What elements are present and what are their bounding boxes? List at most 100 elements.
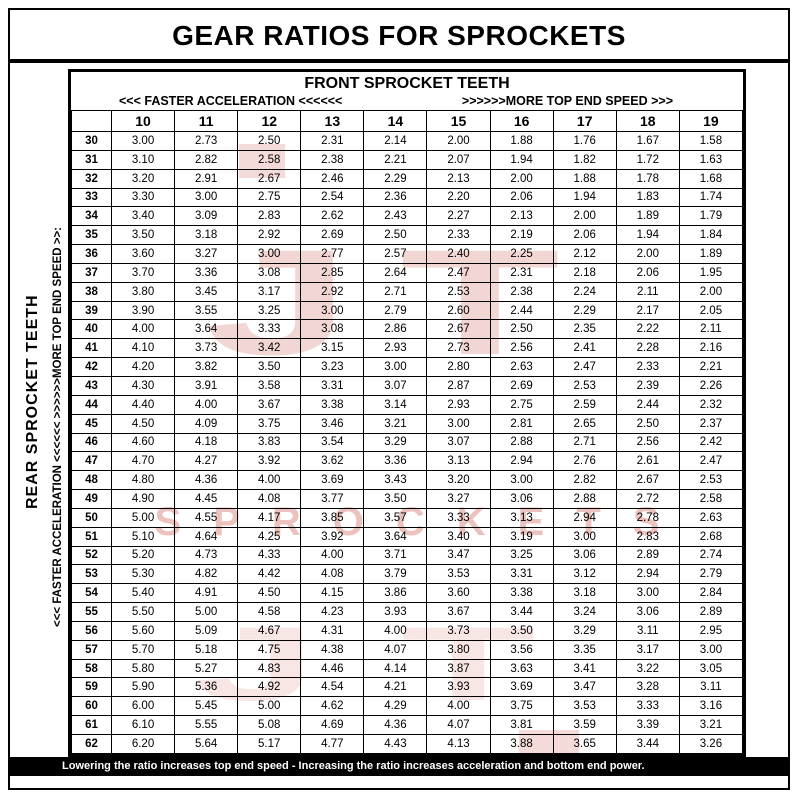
ratio-cell: 4.80 — [110, 470, 176, 491]
ratio-cell: 2.94 — [552, 507, 617, 528]
rear-teeth-cell: 53 — [71, 564, 112, 585]
table-row: 48 4.80 4.36 4.00 3.69 3.43 3.20 3.00 2.82 2.67 2.… — [71, 470, 744, 491]
table-row: 51 5.10 4.64 4.25 3.92 3.64 3.40 3.19 3.00 2.83 2.… — [71, 526, 744, 547]
ratio-cell: 3.28 — [615, 677, 680, 698]
ratio-cell: 3.87 — [426, 658, 491, 679]
rear-teeth-cell: 30 — [71, 131, 112, 151]
ratio-cell: 2.84 — [678, 583, 744, 604]
ratio-cell: 3.73 — [426, 620, 491, 641]
ratio-cell: 2.20 — [426, 187, 491, 208]
ratio-cell: 3.50 — [237, 357, 302, 377]
ratio-cell: 3.64 — [363, 526, 428, 547]
rear-teeth-cell: 47 — [71, 451, 112, 472]
ratio-cell: 2.31 — [300, 131, 365, 151]
ratio-cell: 2.00 — [678, 281, 744, 302]
table-row: 55 5.50 5.00 4.58 4.23 3.93 3.67 3.44 3.24 3.06 2.… — [71, 602, 744, 622]
ratio-cell: 2.50 — [237, 131, 302, 151]
ratio-cell: 3.91 — [174, 375, 239, 396]
ratio-cell: 2.94 — [615, 564, 680, 585]
ratio-cell: 3.47 — [426, 545, 491, 566]
rear-teeth-cell: 35 — [71, 225, 112, 246]
ratio-cell: 3.56 — [489, 639, 554, 660]
table-row: 30 3.00 2.73 2.50 2.31 2.14 2.00 1.88 1.76 1.67 1.… — [71, 131, 744, 151]
ratio-cell: 3.88 — [489, 734, 554, 754]
front-teeth-header: 15 — [426, 110, 491, 132]
rear-teeth-cell: 52 — [71, 545, 112, 566]
ratio-cell: 3.00 — [237, 244, 302, 264]
ratio-cell: 3.22 — [615, 658, 680, 679]
ratio-cell: 1.79 — [678, 206, 744, 227]
ratio-cell: 4.62 — [300, 696, 365, 717]
ratio-cell: 2.53 — [426, 281, 491, 302]
rear-teeth-cell: 38 — [71, 281, 112, 302]
ratio-cell: 3.83 — [237, 432, 302, 453]
ratio-cell: 3.10 — [110, 149, 176, 170]
ratio-cell: 5.00 — [174, 602, 239, 622]
ratio-cell: 3.20 — [426, 470, 491, 491]
ratio-cell: 2.00 — [489, 168, 554, 189]
ratio-cell: 2.38 — [489, 281, 554, 302]
ratio-cell: 2.54 — [300, 187, 365, 208]
ratio-cell: 2.74 — [678, 545, 744, 566]
ratio-cell: 2.29 — [552, 300, 617, 321]
front-teeth-header: 19 — [678, 110, 744, 132]
table-row: 58 5.80 5.27 4.83 4.46 4.14 3.87 3.63 3.41 3.22 3.… — [71, 658, 744, 679]
ratio-cell: 3.33 — [615, 696, 680, 717]
ratio-cell: 3.11 — [615, 620, 680, 641]
ratio-cell: 4.77 — [300, 734, 365, 754]
ratio-cell: 3.69 — [300, 470, 365, 491]
ratio-cell: 5.36 — [174, 677, 239, 698]
ratio-cell: 3.59 — [552, 715, 617, 735]
ratio-cell: 2.50 — [489, 319, 554, 340]
ratio-cell: 2.60 — [426, 300, 491, 321]
ratio-cell: 2.69 — [489, 375, 554, 396]
rear-teeth-cell: 60 — [71, 696, 112, 717]
rear-teeth-cell: 40 — [71, 319, 112, 340]
ratio-cell: 2.75 — [489, 394, 554, 415]
ratio-cell: 2.00 — [552, 206, 617, 227]
ratio-cell: 3.79 — [363, 564, 428, 585]
ratio-cell: 3.54 — [300, 432, 365, 453]
ratio-cell: 3.25 — [237, 300, 302, 321]
ratio-cell: 3.64 — [174, 319, 239, 340]
ratio-cell: 2.63 — [678, 507, 744, 528]
ratio-cell: 2.69 — [300, 225, 365, 246]
ratio-cell: 5.08 — [237, 715, 302, 735]
front-teeth-header: 13 — [300, 110, 365, 132]
footer-note: Lowering the ratio increases top end spe… — [10, 757, 788, 776]
ratio-cell: 5.30 — [110, 564, 176, 585]
ratio-cell: 1.94 — [615, 225, 680, 246]
ratio-cell: 2.05 — [678, 300, 744, 321]
ratio-cell: 2.77 — [300, 244, 365, 264]
ratio-table-container: JT SPROCKETS JT FRONT SPROCKET TEETH <<<… — [68, 69, 746, 757]
ratio-cell: 3.80 — [426, 639, 491, 660]
table-row: 57 5.70 5.18 4.75 4.38 4.07 3.80 3.56 3.35 3.17 3.… — [71, 639, 744, 660]
ratio-cell: 4.64 — [174, 526, 239, 547]
ratio-cell: 3.07 — [363, 375, 428, 396]
ratio-cell: 1.63 — [678, 149, 744, 170]
ratio-cell: 3.12 — [552, 564, 617, 585]
table-row: 59 5.90 5.36 4.92 4.54 4.21 3.93 3.69 3.47 3.28 3.… — [71, 677, 744, 698]
ratio-cell: 2.47 — [678, 451, 744, 472]
ratio-cell: 3.82 — [174, 357, 239, 377]
ratio-cell: 1.58 — [678, 131, 744, 151]
ratio-cell: 4.21 — [363, 677, 428, 698]
front-teeth-header: 18 — [615, 110, 680, 132]
ratio-cell: 1.95 — [678, 262, 744, 283]
rear-teeth-cell: 32 — [71, 168, 112, 189]
ratio-cell: 2.58 — [237, 149, 302, 170]
table-row: 56 5.60 5.09 4.67 4.31 4.00 3.73 3.50 3.29 3.11 2.… — [71, 620, 744, 641]
ratio-cell: 3.60 — [426, 583, 491, 604]
ratio-cell: 2.67 — [426, 319, 491, 340]
ratio-cell: 5.18 — [174, 639, 239, 660]
table-row: 38 3.80 3.45 3.17 2.92 2.71 2.53 2.38 2.24 2.11 2.… — [71, 281, 744, 302]
ratio-cell: 2.38 — [300, 149, 365, 170]
rear-teeth-cell: 41 — [71, 338, 112, 359]
ratio-cell: 3.42 — [237, 338, 302, 359]
ratio-cell: 3.30 — [110, 187, 176, 208]
ratio-cell: 2.92 — [300, 281, 365, 302]
rear-teeth-cell: 56 — [71, 620, 112, 641]
ratio-cell: 2.21 — [363, 149, 428, 170]
ratio-cell: 5.10 — [110, 526, 176, 547]
ratio-cell: 4.23 — [300, 602, 365, 622]
